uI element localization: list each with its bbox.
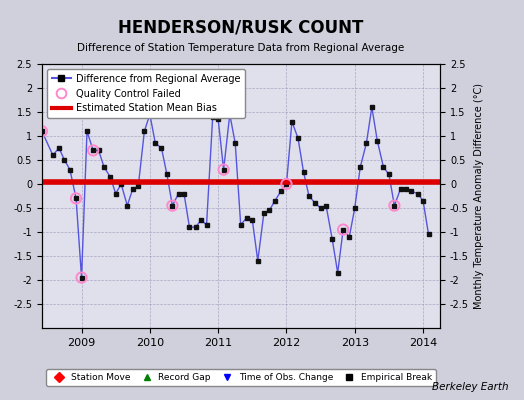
Point — [89, 147, 97, 154]
Point — [168, 202, 177, 209]
Point — [38, 128, 46, 134]
Y-axis label: Monthly Temperature Anomaly Difference (°C): Monthly Temperature Anomaly Difference (… — [474, 83, 484, 309]
Point — [390, 202, 399, 209]
Text: Difference of Station Temperature Data from Regional Average: Difference of Station Temperature Data f… — [78, 43, 405, 53]
Point — [220, 166, 228, 173]
Point — [72, 195, 80, 202]
Text: Berkeley Earth: Berkeley Earth — [432, 382, 508, 392]
Point — [282, 181, 291, 187]
Point — [78, 274, 86, 281]
Point — [339, 226, 347, 233]
Legend: Station Move, Record Gap, Time of Obs. Change, Empirical Break: Station Move, Record Gap, Time of Obs. C… — [47, 369, 436, 386]
Text: HENDERSON/RUSK COUNT: HENDERSON/RUSK COUNT — [118, 19, 364, 37]
